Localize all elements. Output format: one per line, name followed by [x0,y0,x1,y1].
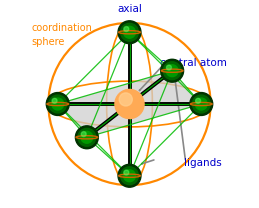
Circle shape [124,170,135,182]
Circle shape [52,98,64,110]
Circle shape [124,170,129,175]
Circle shape [49,95,67,113]
Circle shape [167,65,171,70]
Circle shape [115,89,144,119]
Circle shape [196,98,200,103]
Circle shape [192,95,210,113]
Circle shape [124,26,129,32]
Circle shape [124,26,135,38]
Circle shape [81,131,86,137]
Circle shape [118,21,141,44]
Circle shape [166,65,178,77]
Circle shape [195,98,207,110]
Circle shape [161,59,184,82]
Circle shape [118,164,141,187]
Circle shape [163,62,181,80]
Text: central atom: central atom [160,58,227,68]
Text: coordination: coordination [32,23,93,33]
Text: axial: axial [117,4,142,14]
Circle shape [78,128,96,146]
Circle shape [121,23,138,41]
Circle shape [190,93,213,115]
Circle shape [119,93,132,106]
Circle shape [81,131,93,143]
Circle shape [46,93,69,115]
Circle shape [121,167,138,185]
Text: ligands: ligands [184,158,221,168]
Polygon shape [58,71,201,137]
Circle shape [52,98,57,103]
Circle shape [75,126,98,149]
Text: sphere: sphere [32,37,65,47]
